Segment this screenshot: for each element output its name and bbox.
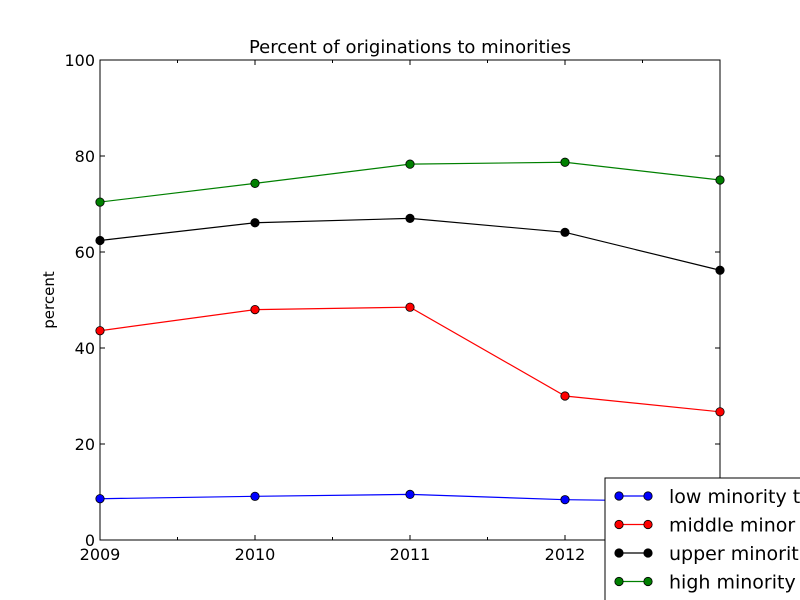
legend-label: high minority [669, 572, 796, 594]
data-point [560, 227, 570, 237]
plot-axes [99, 59, 721, 541]
legend-box [604, 477, 800, 600]
data-point [250, 491, 260, 501]
y-tick-label: 20 [75, 435, 95, 454]
legend-marker [643, 548, 653, 558]
x-tick-label: 2009 [80, 545, 121, 564]
legend-item: upper minorit [614, 543, 799, 565]
series-high-minority-tract [95, 157, 725, 207]
data-point [95, 235, 105, 246]
data-point [250, 304, 260, 315]
axis-ticks: 2009 2010 2011 2012 0 20 40 60 80 100 [64, 51, 720, 564]
series-line [99, 217, 721, 271]
legend-marker [643, 491, 653, 501]
y-tick-label: 40 [75, 339, 95, 358]
data-point [405, 489, 415, 499]
legend-marker [614, 548, 624, 558]
series-middle-minority-tract [95, 302, 725, 417]
x-tick-label: 2011 [390, 545, 431, 564]
legend-marker [614, 576, 624, 587]
data-point [95, 197, 105, 207]
legend-marker [643, 576, 653, 587]
y-tick-label: 100 [64, 51, 95, 70]
series-line [99, 306, 721, 413]
data-point [405, 159, 415, 169]
series-lines [95, 157, 725, 507]
data-point [405, 213, 415, 223]
plot-frame [99, 59, 721, 541]
data-point [560, 391, 570, 401]
legend-label: low minority t [669, 486, 800, 508]
legend: low minority t middle minor upper minorit h… [604, 477, 800, 600]
y-tick-label: 80 [75, 147, 95, 166]
series-upper-minority-tract [95, 213, 725, 275]
data-point [560, 495, 570, 505]
data-point [95, 326, 105, 336]
legend-marker [643, 519, 653, 530]
x-tick-label: 2010 [235, 545, 276, 564]
y-axis-label: percent [40, 271, 58, 329]
legend-item: middle minor [614, 515, 795, 537]
data-point [715, 175, 725, 185]
legend-item: high minority [614, 572, 796, 594]
legend-label: upper minorit [669, 543, 799, 565]
x-tick-label: 2012 [545, 545, 586, 564]
legend-label: middle minor [669, 515, 795, 537]
data-point [715, 407, 725, 417]
data-point [560, 157, 570, 167]
legend-item: low minority t [614, 486, 800, 508]
chart-title: Percent of originations to minorities [249, 37, 571, 58]
data-point [250, 218, 260, 228]
y-tick-label: 0 [85, 531, 95, 550]
legend-marker [614, 519, 624, 530]
legend-marker [614, 491, 624, 501]
data-point [95, 494, 105, 504]
data-point [405, 302, 415, 312]
y-tick-label: 60 [75, 243, 95, 262]
data-point [250, 178, 260, 188]
data-point [715, 265, 725, 275]
